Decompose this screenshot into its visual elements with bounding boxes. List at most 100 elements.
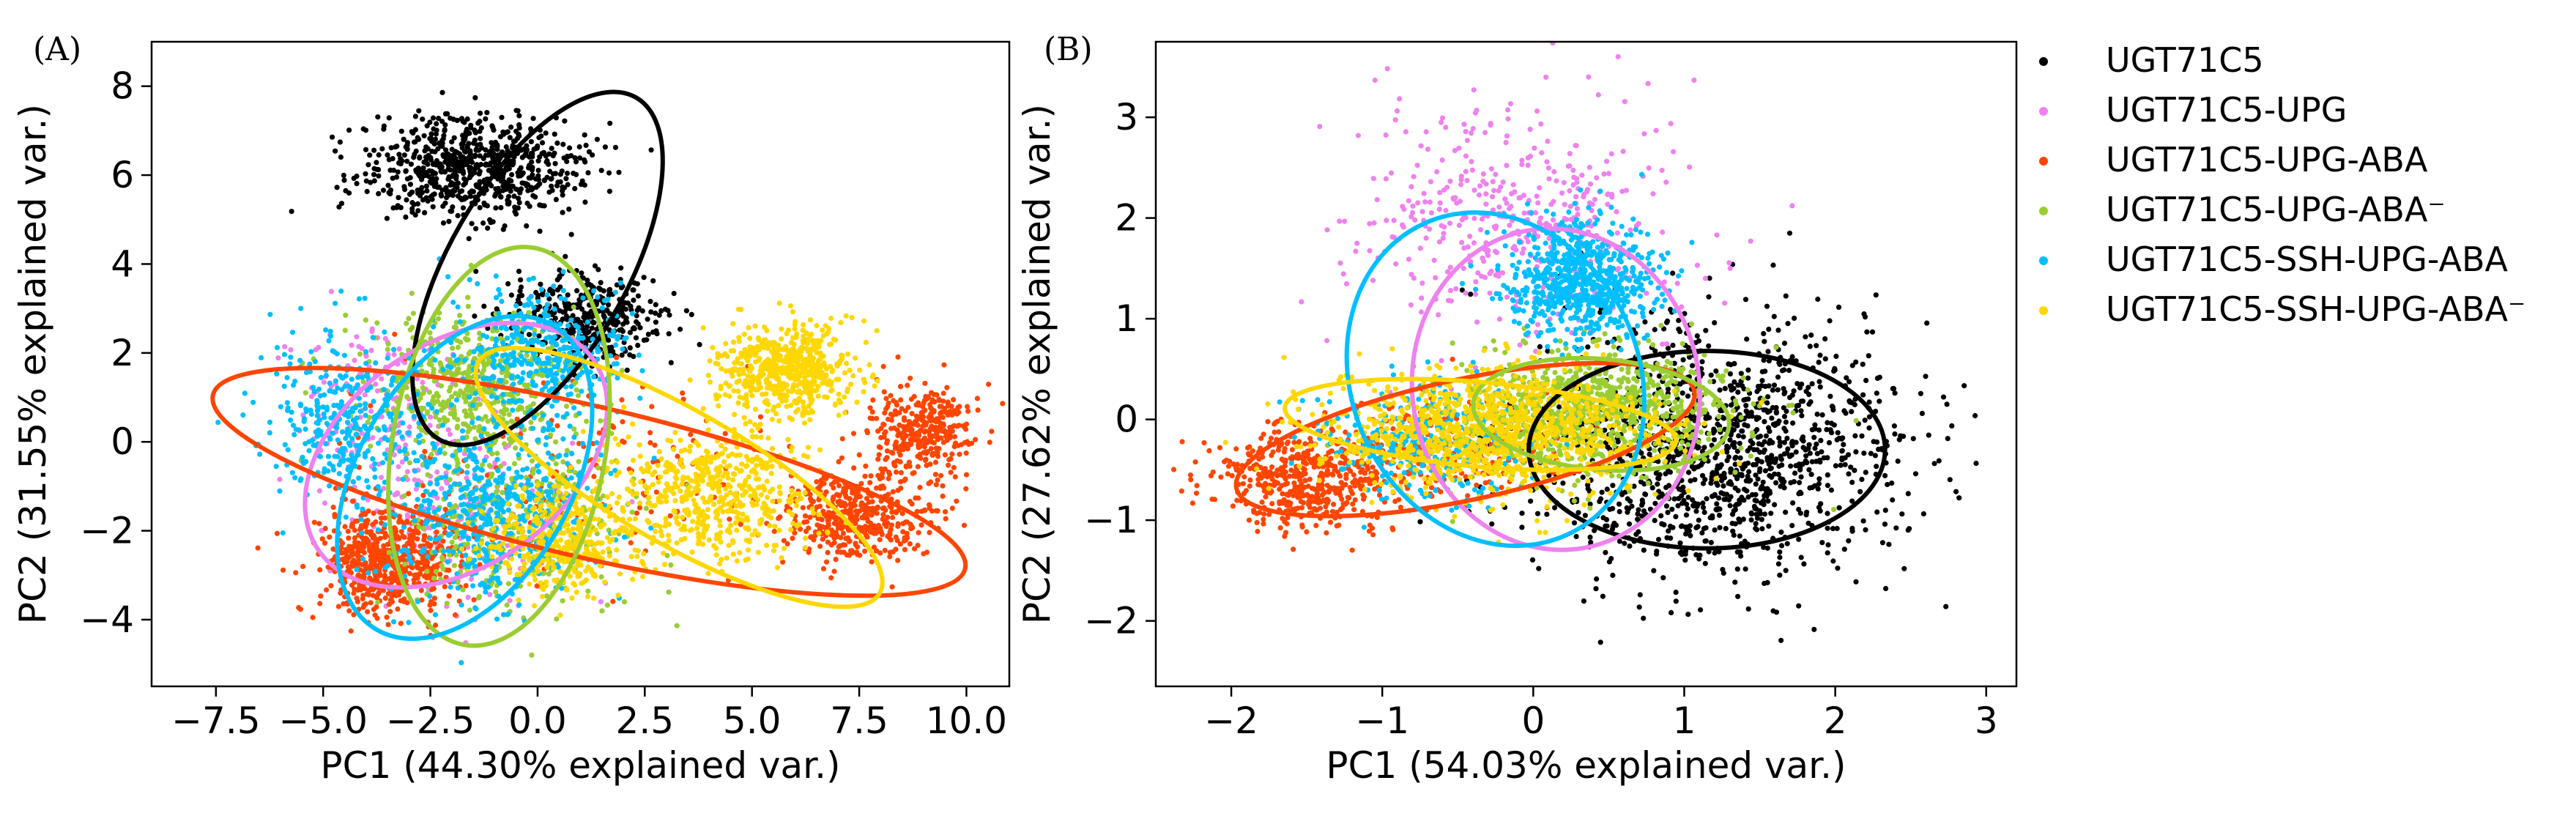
scatter-point	[907, 375, 913, 381]
scatter-point	[820, 565, 827, 572]
scatter-point	[382, 435, 387, 442]
scatter-point	[258, 355, 264, 360]
scatter-point	[420, 405, 427, 412]
scatter-point	[568, 475, 574, 481]
scatter-point	[423, 154, 429, 160]
scatter-point	[483, 116, 489, 122]
scatter-point	[546, 571, 552, 577]
scatter-point	[447, 477, 453, 483]
scatter-point	[450, 204, 456, 210]
scatter-point	[878, 466, 884, 472]
scatter-point	[450, 188, 456, 193]
scatter-point	[300, 563, 306, 569]
scatter-point	[613, 342, 619, 348]
scatter-point	[599, 608, 605, 614]
scatter-point	[354, 502, 360, 508]
scatter-point	[738, 522, 743, 527]
scatter-point	[461, 394, 467, 401]
scatter-point	[552, 302, 558, 308]
scatter-point	[369, 328, 375, 335]
scatter-point	[954, 498, 959, 504]
scatter-point	[289, 470, 295, 475]
scatter-point	[618, 265, 624, 271]
scatter-point	[611, 424, 617, 431]
scatter-point	[461, 182, 467, 188]
scatter-point	[551, 283, 557, 289]
scatter-point	[358, 516, 364, 522]
scatter-point	[463, 583, 469, 589]
scatter-point	[281, 352, 287, 357]
scatter-point	[949, 451, 955, 457]
scatter-point	[505, 611, 511, 617]
scatter-point	[433, 568, 439, 574]
scatter-point	[289, 209, 294, 215]
scatter-point	[415, 208, 421, 214]
scatter-point	[507, 135, 513, 141]
scatter-point	[382, 554, 389, 560]
scatter-point	[427, 136, 433, 141]
scatter-point	[802, 513, 809, 519]
scatter-point	[630, 287, 636, 293]
scatter-point	[942, 509, 949, 515]
scatter-point	[909, 501, 915, 507]
scatter-point	[351, 590, 357, 596]
scatter-point	[526, 310, 532, 316]
scatter-point	[924, 462, 929, 469]
scatter-point	[494, 575, 500, 582]
scatter-point	[920, 409, 926, 415]
scatter-point	[415, 188, 420, 193]
scatter-point	[575, 393, 582, 398]
scatter-point	[434, 121, 439, 127]
scatter-point	[460, 435, 466, 441]
scatter-point	[364, 529, 370, 535]
scatter-point	[468, 172, 475, 178]
scatter-point	[341, 601, 346, 607]
scatter-point	[494, 456, 500, 462]
scatter-point	[363, 353, 369, 359]
scatter-point	[835, 549, 841, 555]
scatter-point	[461, 136, 467, 142]
scatter-point	[467, 607, 473, 613]
scatter-point	[437, 447, 443, 453]
scatter-point	[377, 509, 383, 516]
scatter-point	[433, 131, 439, 137]
scatter-point	[511, 193, 517, 199]
scatter-point	[377, 535, 383, 541]
scatter-point	[932, 433, 938, 439]
scatter-point	[368, 408, 374, 415]
scatter-point	[986, 382, 992, 387]
scatter-point	[363, 412, 368, 418]
scatter-point	[428, 414, 434, 420]
scatter-point	[928, 445, 934, 452]
scatter-point	[399, 158, 405, 164]
scatter-point	[371, 147, 377, 153]
scatter-point	[546, 296, 552, 302]
scatter-point	[885, 514, 891, 520]
scatter-point	[330, 348, 335, 354]
scatter-point	[485, 418, 491, 424]
scatter-point	[635, 342, 641, 349]
scatter-point	[918, 456, 924, 461]
scatter-point	[415, 560, 420, 565]
scatter-point	[354, 334, 360, 340]
scatter-point	[554, 423, 560, 429]
scatter-point	[446, 489, 453, 495]
scatter-point	[974, 396, 980, 401]
scatter-point	[757, 414, 764, 420]
scatter-point	[478, 111, 483, 116]
scatter-point	[548, 432, 554, 438]
scatter-point	[316, 521, 322, 527]
scatter-point	[474, 142, 480, 148]
scatter-point	[282, 442, 288, 448]
scatter-point	[362, 454, 368, 460]
scatter-point	[898, 470, 904, 475]
scatter-point	[628, 540, 634, 546]
scatter-point	[437, 571, 443, 577]
scatter-point	[557, 502, 563, 508]
scatter-point	[341, 172, 346, 178]
scatter-point	[353, 431, 359, 437]
scatter-point	[453, 382, 459, 388]
scatter-point	[680, 390, 686, 396]
scatter-point	[437, 535, 442, 541]
scatter-point	[472, 557, 478, 563]
